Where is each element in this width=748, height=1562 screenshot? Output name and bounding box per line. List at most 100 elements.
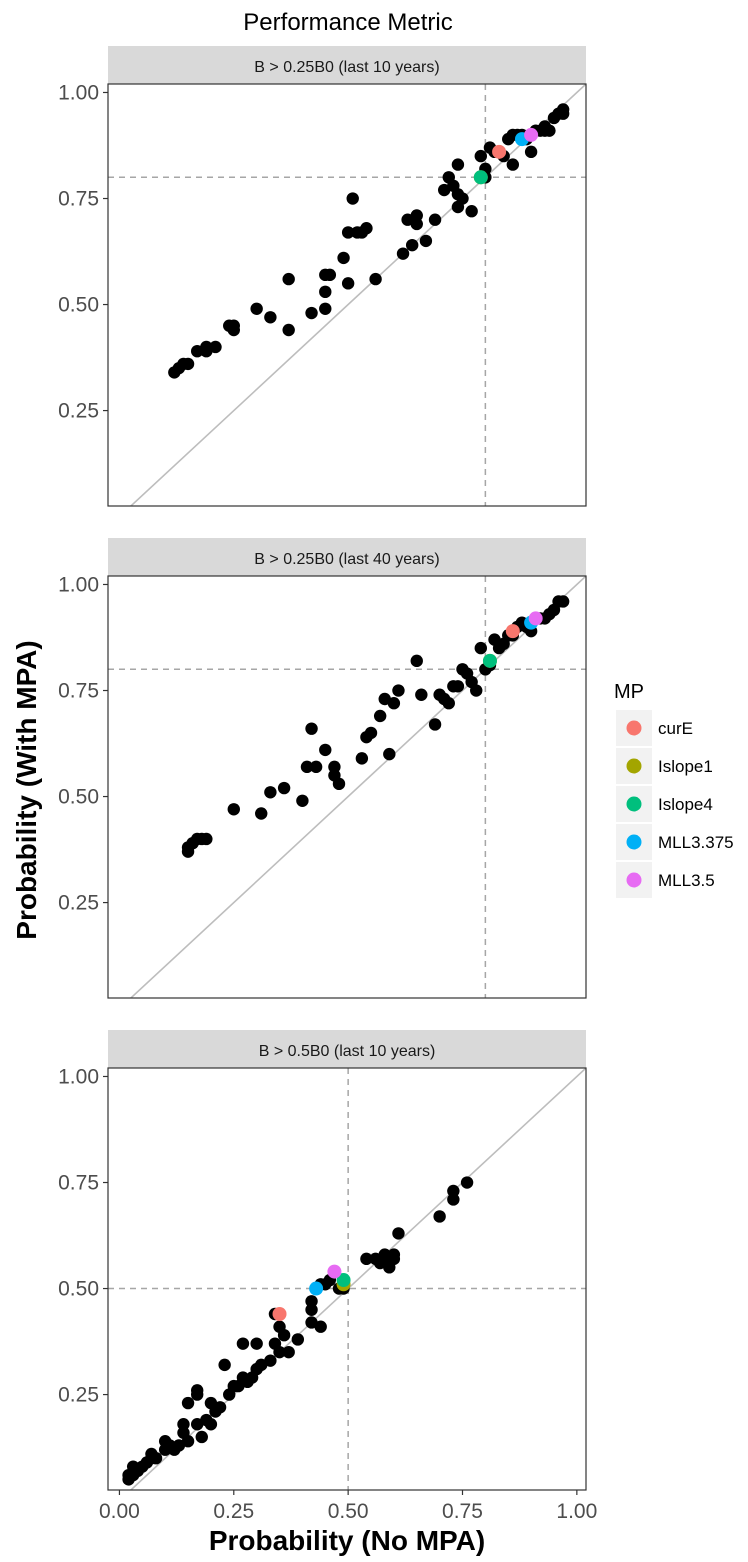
data-point bbox=[319, 285, 332, 299]
data-point bbox=[332, 777, 346, 791]
mp-point-cure bbox=[505, 624, 520, 639]
chart-title: Performance Metric bbox=[243, 9, 452, 36]
data-point bbox=[328, 760, 341, 774]
y-tick-label: 0.75 bbox=[58, 680, 99, 703]
panel-border bbox=[107, 575, 587, 999]
y-tick-label: 1.00 bbox=[58, 81, 99, 104]
legend-label: curE bbox=[658, 719, 693, 738]
mp-point-islope4 bbox=[473, 170, 488, 185]
panel-3-plot: 0.25 0.50 0.75 1.00 bbox=[58, 1065, 587, 1491]
data-point bbox=[195, 1430, 208, 1444]
y-tick-label: 0.50 bbox=[58, 294, 99, 317]
x-tick-label: 0.50 bbox=[328, 1500, 369, 1523]
panel-1-plot: 0.25 0.50 0.75 1.00 bbox=[58, 81, 587, 507]
data-point bbox=[456, 192, 469, 205]
x-axis-ticks: 0.00 0.25 0.50 0.75 1.00 bbox=[99, 1490, 597, 1523]
data-point bbox=[250, 1337, 263, 1350]
data-point bbox=[314, 1320, 327, 1333]
mp-point-mll3-5 bbox=[528, 611, 543, 626]
mp-point-cure bbox=[272, 1306, 287, 1321]
data-point bbox=[264, 311, 277, 324]
mp-point-mll3-5 bbox=[327, 1264, 342, 1279]
y-tick-label: 0.75 bbox=[58, 1172, 99, 1195]
data-point bbox=[415, 688, 428, 701]
legend-title: MP bbox=[614, 681, 644, 703]
data-point bbox=[255, 807, 268, 820]
data-point bbox=[369, 272, 382, 286]
mp-point-mll3-375 bbox=[309, 1281, 324, 1296]
panel-2: B > 0.25B0 (last 40 years) 0.25 0.50 0.75 1… bbox=[58, 538, 587, 999]
panel-2-plot: 0.25 0.50 0.75 1.00 bbox=[58, 573, 587, 999]
y-tick-label: 1.00 bbox=[58, 573, 99, 596]
data-point bbox=[346, 192, 359, 205]
legend: MP curE Islope1 Islope4 MLL3.375 MLL3.5 bbox=[614, 681, 734, 898]
panel-3: B > 0.5B0 (last 10 years) 0.25 0.50 0.75 1.… bbox=[58, 1030, 587, 1491]
data-point bbox=[218, 1358, 231, 1372]
data-point bbox=[291, 1333, 305, 1346]
x-tick-label: 0.00 bbox=[99, 1500, 140, 1523]
y-tick-label: 0.50 bbox=[58, 1278, 99, 1301]
y-tick-label: 0.25 bbox=[58, 400, 99, 423]
data-point bbox=[428, 213, 442, 226]
data-point bbox=[305, 1303, 318, 1316]
data-point bbox=[524, 145, 538, 159]
panel-border bbox=[107, 83, 587, 507]
data-point bbox=[236, 1337, 250, 1350]
data-point bbox=[282, 1345, 295, 1359]
data-point bbox=[396, 247, 410, 260]
data-point bbox=[428, 718, 442, 731]
data-point bbox=[447, 1193, 460, 1206]
data-point bbox=[460, 1176, 474, 1189]
data-point bbox=[305, 1295, 318, 1308]
data-point bbox=[273, 1345, 286, 1359]
data-point bbox=[264, 1354, 277, 1367]
data-point bbox=[319, 302, 332, 315]
data-point bbox=[341, 226, 355, 239]
y-tick-label: 0.75 bbox=[58, 188, 99, 211]
data-point bbox=[405, 238, 419, 252]
legend-swatch bbox=[626, 720, 642, 736]
data-point bbox=[300, 760, 314, 774]
data-point bbox=[360, 1252, 373, 1266]
data-point bbox=[442, 697, 455, 710]
data-point bbox=[309, 760, 323, 774]
data-point bbox=[538, 120, 552, 133]
data-point bbox=[419, 234, 433, 248]
data-point bbox=[474, 641, 487, 655]
mp-point-islope4 bbox=[482, 653, 497, 668]
legend-label: MLL3.5 bbox=[658, 871, 715, 890]
data-point bbox=[181, 1396, 195, 1410]
data-point bbox=[177, 1418, 190, 1431]
data-point bbox=[433, 1210, 446, 1223]
data-point bbox=[410, 209, 423, 222]
data-point bbox=[364, 726, 378, 740]
data-point bbox=[250, 302, 263, 315]
legend-swatch bbox=[626, 796, 642, 812]
data-point bbox=[149, 1451, 163, 1465]
data-point bbox=[227, 319, 240, 332]
legend-label: MLL3.375 bbox=[658, 833, 734, 852]
data-point bbox=[383, 747, 396, 761]
data-point bbox=[451, 158, 465, 171]
plot-background bbox=[108, 84, 586, 506]
data-point bbox=[282, 272, 295, 286]
panel-2-strip bbox=[108, 538, 586, 576]
data-point bbox=[305, 722, 318, 735]
data-point bbox=[387, 1248, 401, 1261]
panel-1-strip bbox=[108, 46, 586, 84]
x-tick-label: 0.25 bbox=[213, 1500, 254, 1523]
data-point bbox=[451, 680, 465, 693]
y-tick-label: 0.25 bbox=[58, 1384, 99, 1407]
mp-point-mll3-5 bbox=[524, 127, 539, 142]
panel-border bbox=[107, 1067, 587, 1491]
data-point bbox=[474, 149, 487, 163]
y-tick-label: 0.50 bbox=[58, 786, 99, 809]
data-point bbox=[296, 794, 309, 807]
mp-point-cure bbox=[492, 144, 507, 159]
data-point bbox=[277, 1328, 291, 1342]
data-point bbox=[204, 1418, 218, 1431]
panel-3-strip-label: B > 0.5B0 (last 10 years) bbox=[259, 1043, 436, 1060]
data-point bbox=[282, 323, 295, 337]
data-point bbox=[373, 709, 387, 723]
